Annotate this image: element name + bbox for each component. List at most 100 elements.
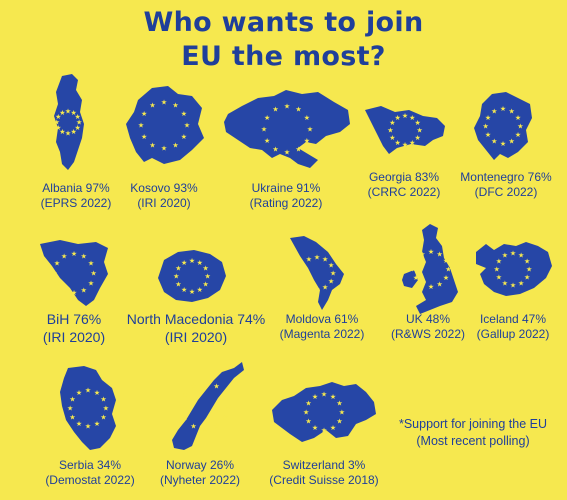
eu-star-icon: ★ bbox=[330, 393, 336, 401]
eu-stars-ring: ★★★★★★★★★ ★ ★★ bbox=[51, 250, 96, 297]
eu-star-icon: ★ bbox=[272, 106, 278, 114]
eu-star-icon: ★ bbox=[90, 270, 96, 278]
eu-star-icon: ★ bbox=[222, 391, 228, 399]
eu-star-icon: ★ bbox=[55, 124, 61, 132]
eu-star-icon: ★ bbox=[69, 396, 75, 404]
title-line-2: EU the most? bbox=[181, 41, 386, 72]
ukraine-map-icon: ★★★★★★★★★ ★ ★★ bbox=[224, 90, 350, 168]
eu-stars-ring: ★★★★★★★★★ ★ ★★ bbox=[54, 107, 83, 137]
eu-star-icon: ★ bbox=[485, 131, 491, 139]
country-name: Ukraine 91% bbox=[251, 181, 321, 195]
eu-star-icon: ★ bbox=[330, 270, 336, 278]
eu-star-icon: ★ bbox=[94, 389, 100, 397]
eu-star-icon: ★ bbox=[70, 109, 76, 117]
eu-star-icon: ★ bbox=[284, 103, 290, 111]
albania-map-icon: ★★★★★★★★★ ★ ★★ bbox=[54, 74, 84, 170]
eu-star-icon: ★ bbox=[524, 274, 530, 282]
eu-star-icon: ★ bbox=[76, 389, 82, 397]
eu-star-icon: ★ bbox=[306, 255, 312, 263]
country-name: Serbia 34% bbox=[58, 458, 122, 472]
eu-star-icon: ★ bbox=[175, 265, 181, 273]
eu-stars-ring: ★★★★★★★★★ ★ ★★ bbox=[67, 387, 109, 431]
eu-star-icon: ★ bbox=[409, 139, 415, 147]
eu-star-icon: ★ bbox=[328, 278, 334, 286]
eu-star-icon: ★ bbox=[322, 284, 328, 292]
eu-star-icon: ★ bbox=[306, 284, 312, 292]
iceland-map-icon: ★★★★★★★★★ ★ ★★ bbox=[476, 242, 552, 296]
eu-star-icon: ★ bbox=[197, 286, 203, 294]
eu-star-icon: ★ bbox=[312, 424, 318, 432]
eu-star-icon: ★ bbox=[304, 137, 310, 145]
georgia-map-icon: ★★★★★★★★★ ★ ★★ bbox=[365, 106, 445, 154]
eu-star-icon: ★ bbox=[81, 287, 87, 295]
eu-star-icon: ★ bbox=[307, 126, 313, 134]
eu-star-icon: ★ bbox=[264, 114, 270, 122]
eu-star-icon: ★ bbox=[213, 422, 219, 430]
eu-star-icon: ★ bbox=[496, 257, 502, 265]
kosovo-map-icon: ★★★★★★★★★ ★ ★★ bbox=[126, 86, 204, 164]
country-name: Georgia 83% bbox=[368, 170, 440, 184]
eu-star-icon: ★ bbox=[305, 400, 311, 408]
country-name: UK 48% bbox=[405, 312, 451, 326]
eu-star-icon: ★ bbox=[197, 259, 203, 267]
eu-stars-ring: ★★★★★★★★★ ★ ★★ bbox=[410, 248, 451, 291]
label-switzerland: Switzerland 3% (Credit Suisse 2018) bbox=[256, 458, 392, 488]
eu-star-icon: ★ bbox=[213, 383, 219, 391]
eu-star-icon: ★ bbox=[181, 259, 187, 267]
poll-source: (Nyheter 2022) bbox=[159, 473, 241, 487]
eu-star-icon: ★ bbox=[428, 248, 434, 256]
eu-star-icon: ★ bbox=[189, 288, 195, 296]
eu-star-icon: ★ bbox=[402, 112, 408, 120]
eu-star-icon: ★ bbox=[141, 110, 147, 118]
eu-star-icon: ★ bbox=[54, 119, 60, 127]
eu-star-icon: ★ bbox=[67, 405, 73, 413]
label-albania: Albania 97% (EPRS 2022) bbox=[36, 181, 116, 211]
eu-star-icon: ★ bbox=[59, 128, 65, 136]
eu-star-icon: ★ bbox=[261, 126, 267, 134]
eu-star-icon: ★ bbox=[51, 270, 57, 278]
country-name: Kosovo 93% bbox=[130, 181, 198, 195]
eu-star-icon: ★ bbox=[172, 141, 178, 149]
eu-star-icon: ★ bbox=[304, 114, 310, 122]
eu-star-icon: ★ bbox=[138, 122, 144, 130]
eu-star-icon: ★ bbox=[336, 418, 342, 426]
eu-star-icon: ★ bbox=[413, 274, 419, 282]
eu-star-icon: ★ bbox=[321, 426, 327, 434]
country-name: Moldova 61% bbox=[285, 312, 359, 326]
eu-star-icon: ★ bbox=[161, 99, 167, 107]
eu-star-icon: ★ bbox=[272, 145, 278, 153]
eu-stars-ring: ★★★★★★★★★ ★ ★★ bbox=[138, 99, 190, 153]
eu-star-icon: ★ bbox=[222, 414, 228, 422]
country-name: BiH 76% bbox=[46, 311, 102, 327]
eu-star-icon: ★ bbox=[443, 274, 449, 282]
eu-star-icon: ★ bbox=[205, 273, 211, 281]
eu-star-icon: ★ bbox=[284, 149, 290, 157]
eu-star-icon: ★ bbox=[389, 119, 395, 127]
eu-star-icon: ★ bbox=[103, 405, 109, 413]
eu-star-icon: ★ bbox=[312, 393, 318, 401]
eu-star-icon: ★ bbox=[500, 140, 506, 148]
eu-star-icon: ★ bbox=[100, 396, 106, 404]
eu-star-icon: ★ bbox=[202, 265, 208, 273]
eu-star-icon: ★ bbox=[428, 283, 434, 291]
poll-source: (Demostat 2022) bbox=[45, 473, 135, 487]
eu-stars-ring: ★★★★★★★★★ ★ ★★ bbox=[387, 112, 422, 149]
eu-star-icon: ★ bbox=[55, 113, 61, 121]
uk-map-icon: ★★★★★★★★★ ★ ★★ bbox=[402, 224, 458, 314]
north-macedonia-map-icon: ★★★★★★★★★ ★ ★★ bbox=[158, 250, 226, 302]
label-montenegro: Montenegro 76% (DFC 2022) bbox=[456, 170, 556, 200]
poll-source: (Gallup 2022) bbox=[476, 327, 550, 341]
eu-star-icon: ★ bbox=[305, 418, 311, 426]
poll-source: (Magenta 2022) bbox=[279, 327, 365, 341]
eu-star-icon: ★ bbox=[175, 280, 181, 288]
eu-star-icon: ★ bbox=[339, 409, 345, 417]
eu-star-icon: ★ bbox=[387, 127, 393, 135]
eu-star-icon: ★ bbox=[509, 138, 515, 146]
eu-star-icon: ★ bbox=[395, 139, 401, 147]
eu-star-icon: ★ bbox=[437, 251, 443, 259]
eu-star-icon: ★ bbox=[94, 420, 100, 428]
eu-star-icon: ★ bbox=[59, 109, 65, 117]
eu-star-icon: ★ bbox=[75, 124, 81, 132]
moldova-map-icon: ★★★★★★★★★ ★ ★★ bbox=[290, 236, 344, 310]
eu-star-icon: ★ bbox=[330, 424, 336, 432]
